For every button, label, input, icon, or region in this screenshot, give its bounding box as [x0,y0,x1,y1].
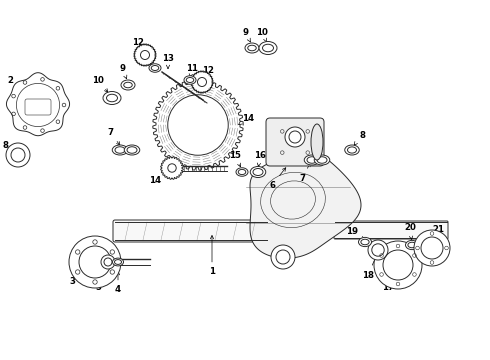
Text: 8: 8 [2,140,15,153]
FancyBboxPatch shape [113,220,269,242]
Ellipse shape [113,258,123,266]
Text: 10: 10 [256,27,268,42]
Ellipse shape [236,168,248,176]
Text: 17: 17 [382,271,396,292]
Ellipse shape [345,145,359,155]
Text: 5: 5 [95,271,105,292]
Circle shape [271,245,295,269]
Ellipse shape [112,145,128,155]
Text: 10: 10 [92,76,108,92]
Ellipse shape [103,91,121,104]
Text: 13: 13 [162,54,174,68]
Text: 15: 15 [229,150,241,167]
Text: 7: 7 [107,127,120,145]
Ellipse shape [259,41,277,54]
FancyBboxPatch shape [266,118,324,166]
Ellipse shape [121,80,135,90]
Circle shape [6,143,30,167]
Text: 2: 2 [7,76,22,90]
Text: 20: 20 [404,224,416,239]
Polygon shape [250,152,361,258]
Circle shape [285,127,305,147]
Circle shape [69,236,121,288]
Polygon shape [134,44,156,66]
Ellipse shape [184,76,196,84]
Polygon shape [191,71,213,93]
FancyBboxPatch shape [334,221,448,239]
Circle shape [374,241,422,289]
Text: 18: 18 [362,255,377,279]
Text: 9: 9 [119,63,127,79]
Text: 11: 11 [186,63,198,77]
Text: 12: 12 [132,37,145,51]
Ellipse shape [245,43,259,53]
Text: 16: 16 [254,150,266,166]
Ellipse shape [406,240,418,249]
Ellipse shape [359,237,371,247]
Text: 14: 14 [239,113,254,125]
Ellipse shape [304,155,320,165]
Text: 19: 19 [346,228,365,240]
Text: 14: 14 [149,170,169,185]
Ellipse shape [311,124,323,160]
Text: 8: 8 [354,131,365,145]
Text: 11: 11 [142,48,154,63]
Text: 3: 3 [69,268,83,287]
Text: 4: 4 [115,271,121,294]
Circle shape [414,230,450,266]
Text: 7: 7 [299,163,310,183]
Ellipse shape [314,155,330,165]
Text: 9: 9 [242,27,250,42]
Text: 12: 12 [202,66,214,80]
Polygon shape [6,73,70,136]
Circle shape [101,255,115,269]
Ellipse shape [124,145,140,155]
Circle shape [368,240,388,260]
Text: 1: 1 [209,235,215,276]
Text: 21: 21 [432,225,444,243]
Ellipse shape [149,64,161,72]
Text: 6: 6 [269,168,286,189]
Ellipse shape [250,166,266,177]
Polygon shape [161,157,183,179]
